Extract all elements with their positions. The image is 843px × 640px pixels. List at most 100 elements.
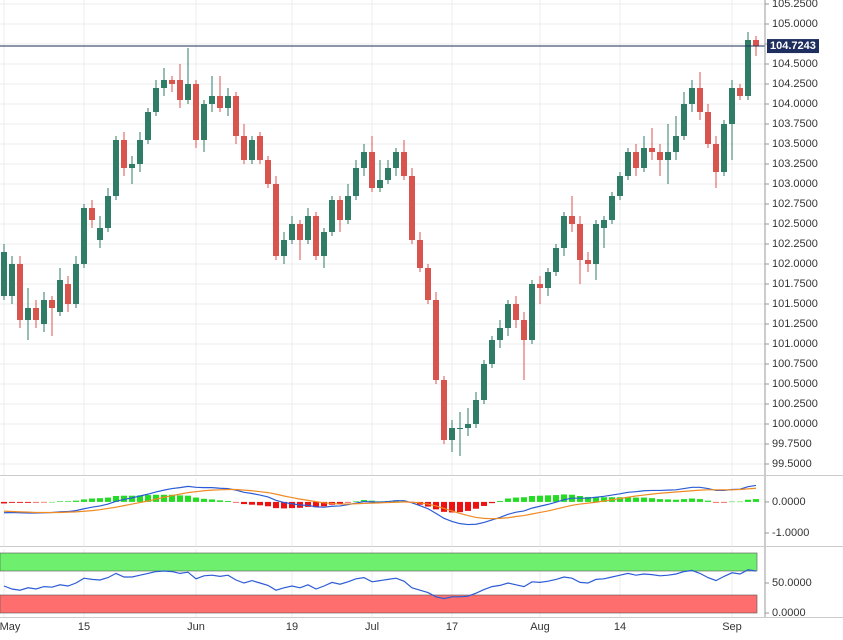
y-tick-label: 0.0000 [772,607,806,619]
candle-body [113,140,119,196]
candle-body [41,300,47,324]
histogram-bar [137,495,143,502]
histogram-bar [233,501,239,503]
histogram-bar [377,501,383,502]
candle-body [193,84,199,140]
candle-body [569,216,575,224]
candle-body [433,300,439,380]
candle-body [473,400,479,424]
candle-body [209,96,215,104]
histogram-bar [529,496,535,502]
rsi-zone [0,594,758,614]
candle-body [665,152,671,160]
histogram-bar [481,501,487,506]
y-tick-label: 103.0000 [772,178,818,190]
candle-body [713,144,719,172]
y-tick-label: 103.2500 [772,158,818,170]
x-tick-label: 15 [78,621,90,633]
histogram-bar [497,500,503,502]
histogram-bar [537,495,543,502]
candle-body [705,112,711,144]
candle-body [185,84,191,100]
histogram-bar [689,498,695,502]
candle-body [17,264,23,320]
histogram-bar [65,501,71,502]
histogram-bar [17,501,23,503]
histogram-bar [305,501,311,507]
candle-body [369,152,375,188]
histogram-bar [249,501,255,505]
candle-body [305,216,311,240]
candle-body [729,88,735,124]
histogram-bar [161,494,167,502]
histogram-bar [97,498,103,502]
candle-body [49,300,55,308]
indicator-line [3,484,757,526]
candle-body [529,284,535,340]
y-tick-label: 100.7500 [772,358,818,370]
candle-body [657,152,663,160]
y-tick-label: 50.0000 [772,577,812,589]
candle-body [361,152,367,168]
x-tick-label: 14 [614,621,626,633]
histogram-bar [713,501,719,503]
histogram-bar [625,496,631,502]
y-tick-label: 100.5000 [772,378,818,390]
x-tick-label: May [0,621,21,633]
histogram-bar [553,495,559,502]
candle-body [249,140,255,160]
candle-body [1,252,7,296]
candle-body [521,320,527,340]
candle-body [297,224,303,240]
histogram-bar [185,495,191,502]
histogram-bar [281,501,287,509]
histogram-bar [649,498,655,502]
candle-body [721,124,727,172]
candle-body [89,208,95,220]
y-tick-label: 104.0000 [772,98,818,110]
candle-body [153,88,159,112]
candle-body [57,280,63,312]
candle-body [385,168,391,180]
candle-body [553,248,559,272]
histogram-bar [441,501,447,512]
candle-body [129,164,135,168]
histogram-bar [473,501,479,509]
candle-body [585,260,591,264]
candle-body [465,424,471,428]
candle-body [137,140,143,164]
histogram-bar [545,495,551,502]
candle-body [649,148,655,152]
histogram-bar [73,500,79,502]
histogram-bar [25,501,31,503]
candle-body [73,264,79,304]
histogram-bar [321,501,327,507]
candle-body [281,240,287,256]
histogram-bar [617,497,623,502]
candle-body [201,104,207,140]
candle-body [65,284,71,304]
y-tick-label: 99.7500 [772,438,812,450]
histogram-bar [121,495,127,502]
histogram-bar [465,501,471,511]
histogram-bar [313,501,319,508]
candle-body [497,328,503,340]
candle-body [481,364,487,400]
histogram-bar [753,499,759,502]
candle-body [633,152,639,168]
histogram-bar [177,495,183,502]
candle-body [625,152,631,176]
histogram-bar [9,501,15,503]
histogram-bar [505,498,511,502]
y-tick-label: -1.0000 [772,527,809,539]
histogram-bar [193,497,199,502]
histogram-bar [145,495,151,502]
candle-body [289,224,295,240]
y-tick-label: 104.2500 [772,78,818,90]
histogram-bar [353,501,359,502]
histogram-bar [217,500,223,502]
candle-body [329,200,335,232]
x-tick-label: Jul [365,621,379,633]
histogram-bar [593,496,599,502]
